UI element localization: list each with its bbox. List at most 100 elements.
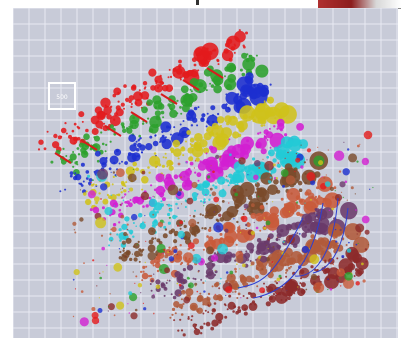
bubble [340,202,358,220]
bubble [117,91,120,95]
bubble [151,237,155,241]
bubble [242,263,246,268]
bubble [199,90,202,94]
bubble [127,152,137,163]
bubble [182,134,185,137]
bubble [97,111,106,119]
bubble [179,126,191,139]
bubble [168,279,171,282]
bubble [266,139,269,141]
bubble [310,265,314,269]
bubble [243,311,248,316]
bubble [288,257,297,265]
bubble [243,203,249,209]
bubble [236,220,239,224]
bubble [181,104,190,113]
bubble [289,229,292,231]
bubble [149,283,152,285]
bubble [254,160,261,167]
bubble [228,138,231,141]
bubble [106,114,112,120]
red-arrow [160,93,178,105]
bubble [215,154,220,159]
bubble [298,233,301,235]
bubble [179,78,182,81]
bubble [169,133,172,136]
bubble [320,250,332,262]
bubble [168,103,176,111]
bubble [254,191,257,194]
bubble [333,236,336,240]
bubble [224,229,238,243]
bubble [242,44,245,47]
bubble [239,231,242,234]
bubble [355,243,358,246]
bubble [109,233,112,236]
bubble [316,214,318,216]
bubble [113,262,123,272]
bubble [223,303,226,306]
bubble [300,277,303,280]
bubble [347,249,360,262]
bubble [327,288,329,291]
bubble [317,146,319,148]
bubble [235,255,244,264]
bubble [184,206,187,208]
bubble [154,83,163,93]
bubble [138,138,141,141]
bubble [357,144,360,148]
bubble [203,290,206,293]
bubble [169,109,178,119]
bubble [241,304,249,311]
bubble [286,289,288,291]
bubble [135,148,140,152]
bubble [308,192,315,199]
bubble [225,294,227,297]
bubble-plot-frame[interactable]: 500 [10,8,398,338]
bubble [115,175,117,177]
bubble [276,244,280,248]
bubble [167,76,170,79]
bubble [206,261,215,270]
bubble [202,214,204,217]
bubble [272,246,275,248]
bubble [92,179,94,182]
bubble [184,97,188,101]
bubble [216,58,219,62]
bubble [191,315,194,318]
bubble [91,316,100,325]
bubble [160,121,172,133]
bubble [347,263,356,271]
bubble [282,184,285,188]
bubble [187,316,190,318]
bubble [287,151,289,154]
bubble [186,264,194,271]
bubble [332,263,334,266]
bubble [112,175,115,178]
bubble [152,195,154,198]
bubble [178,293,181,296]
bubble [116,301,125,310]
bubble [298,139,309,149]
bubble [94,196,100,203]
bubble [213,48,217,52]
bubble [173,230,179,236]
bubble [168,165,174,171]
bubble [108,306,110,308]
bubble [185,288,194,297]
bubble [206,235,209,238]
bubble-plot-canvas[interactable] [13,8,398,338]
bubble [314,215,317,218]
bubble [219,277,222,280]
bubble [245,58,250,63]
red-arrow [54,152,72,164]
bubble [92,259,95,262]
bubble [190,124,194,127]
bubble [128,95,135,101]
bubble [161,197,166,202]
bubble [339,181,346,188]
bubble [74,161,78,165]
bubble [267,248,269,250]
bubble [120,188,122,190]
bubble [83,262,85,264]
